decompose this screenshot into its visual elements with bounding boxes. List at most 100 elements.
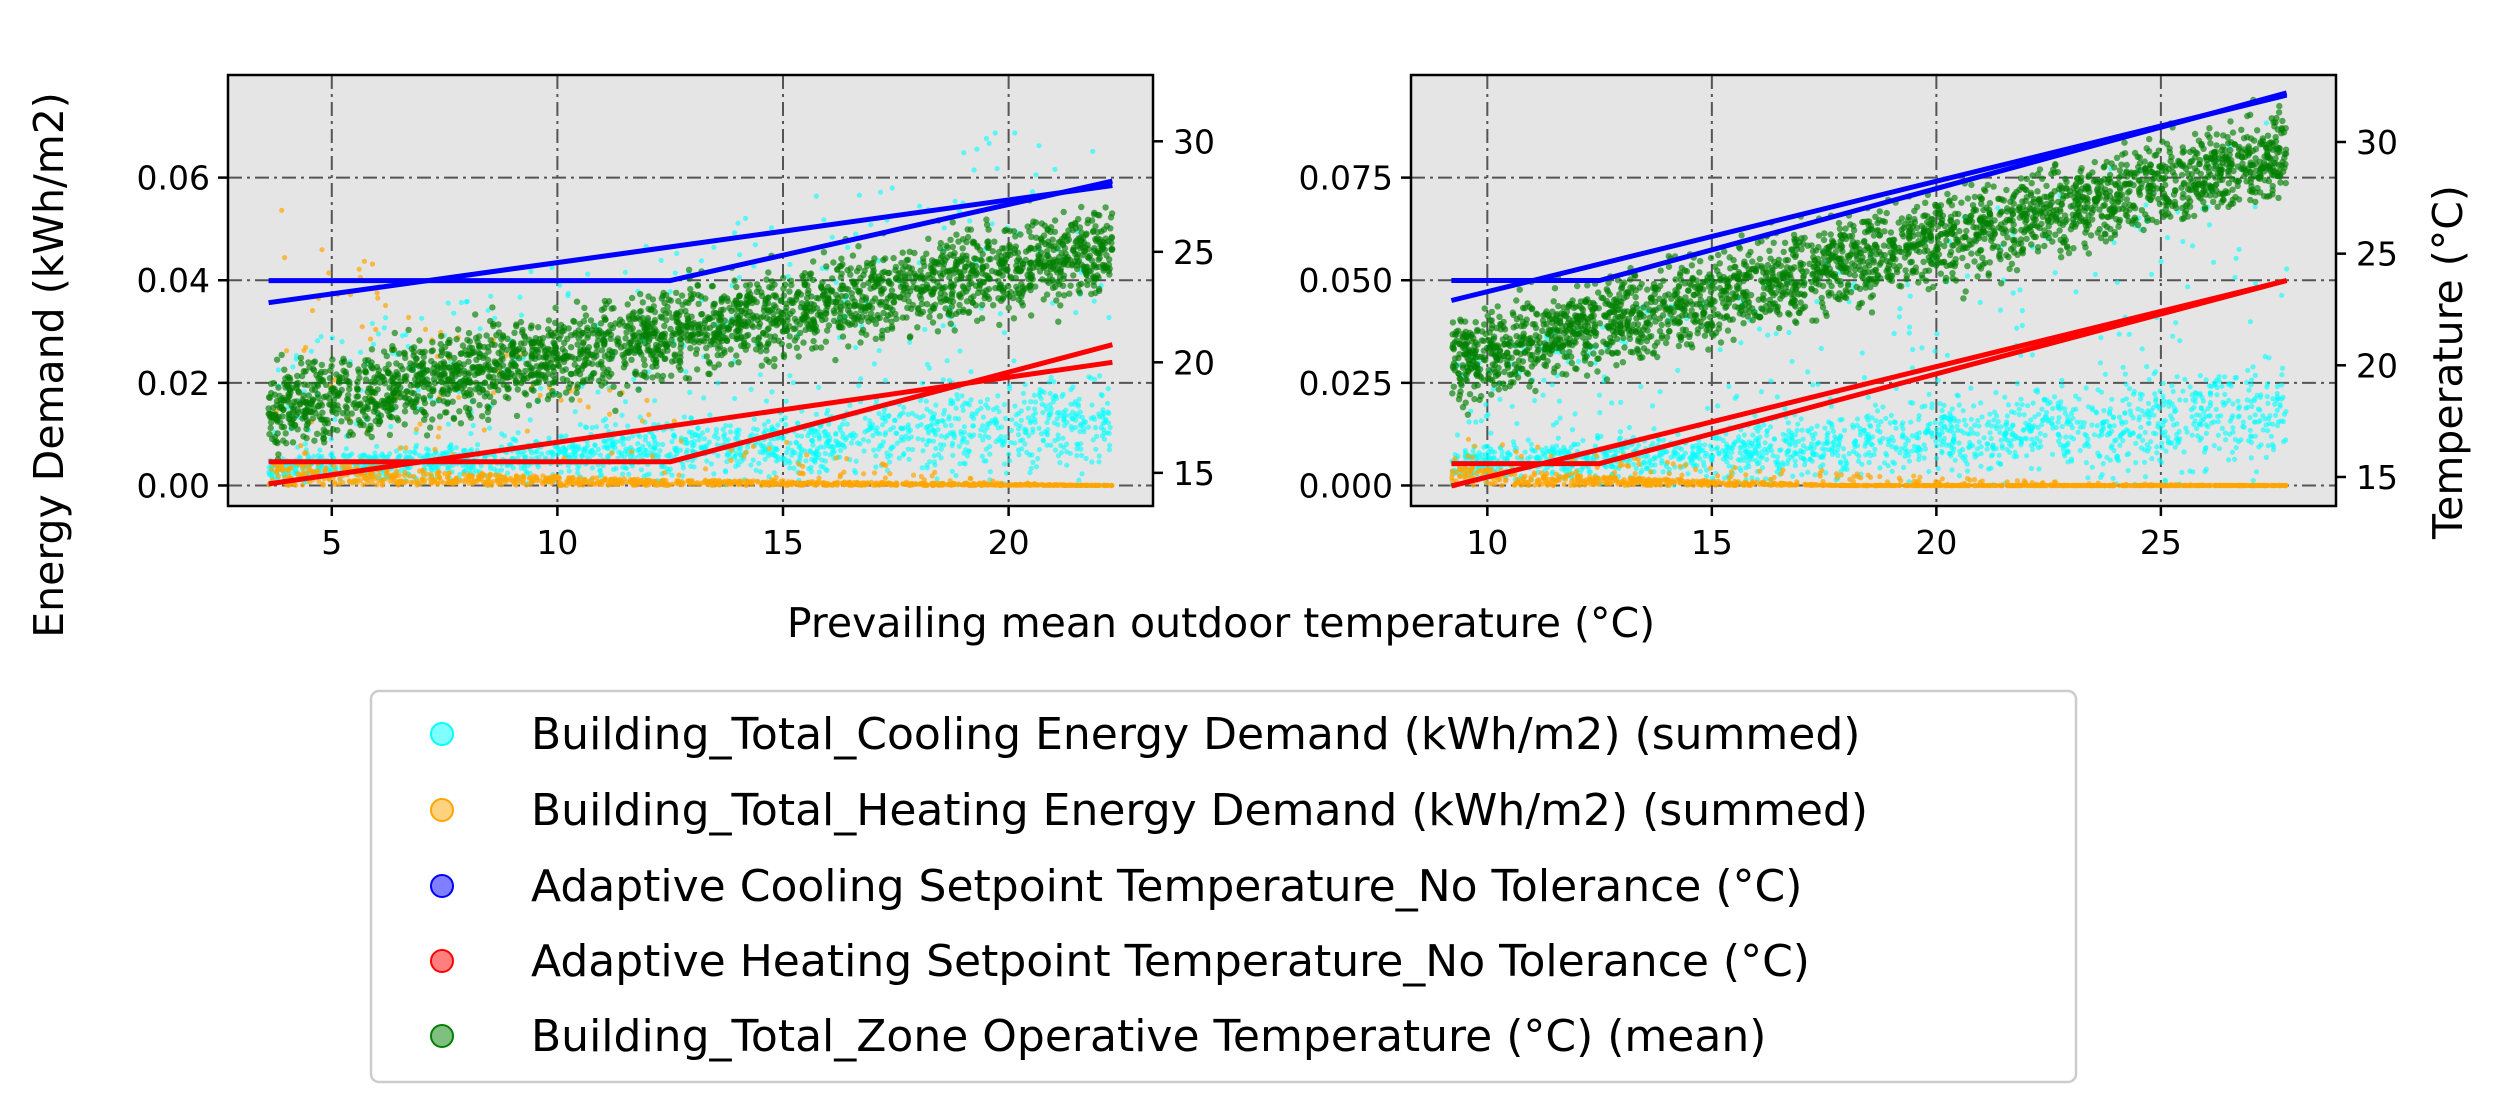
left-cooling-demand-point [1099,393,1105,399]
left-cooling-demand-point [695,425,701,431]
left-cooling-demand-point [1019,437,1026,443]
left-cooling-demand-point [429,466,435,472]
left-cooling-demand-point [1002,461,1008,467]
left-operative-temp-point [837,274,845,281]
left-cooling-demand-point [457,471,463,478]
left-cooling-demand-point [920,437,926,443]
left-operative-temp-point [473,356,480,363]
left-cooling-demand-point [642,433,649,440]
left-heating-demand-point [402,470,408,476]
left-cooling-demand-point [1096,459,1102,465]
left-cooling-demand-point [704,458,710,464]
left-cooling-demand-point [977,399,984,405]
left-operative-temp-point [959,245,966,252]
left-cooling-demand-point [691,442,697,448]
left-cooling-demand-point [744,444,751,450]
left-cooling-demand-point [1036,143,1042,149]
left-operative-temp-point [1019,283,1027,291]
left-operative-temp-point [435,397,443,404]
left-cooling-demand-point [317,447,323,453]
left-cooling-demand-point [674,250,680,257]
left-operative-temp-point [1043,291,1051,298]
left-cooling-demand-point [1055,432,1061,438]
left-cooling-demand-point [906,436,912,442]
left-cooling-demand-point [1003,470,1010,476]
left-operative-temp-point [838,282,845,289]
left-operative-temp-point [455,326,462,333]
left-cooling-demand-point [1104,400,1111,406]
left-cooling-demand-point [491,466,497,472]
left-heating-demand-point [406,314,412,320]
left-operative-temp-point [399,366,406,373]
left-operative-temp-point [791,315,799,323]
left-cooling-demand-point [1006,451,1012,457]
left-cooling-demand-point [735,220,741,226]
left-cooling-demand-point [1090,414,1097,420]
left-cooling-demand-point [765,418,771,424]
left-operative-temp-point [979,301,986,308]
left-heating-demand-point [442,470,448,477]
left-operative-temp-point [301,381,308,388]
left-heating-demand-point [631,477,637,483]
left-cooling-demand-point [935,427,941,433]
left-cooling-demand-point [707,412,713,418]
left-heating-demand-point [609,450,615,456]
left-cooling-demand-point [927,409,934,415]
left-operative-temp-point [525,402,533,409]
left-heating-demand-point [326,270,332,276]
left-cooling-demand-point [882,377,889,383]
left-cooling-demand-point [565,463,571,469]
left-operative-temp-point [937,298,945,305]
left-heating-demand-point [644,397,650,403]
left-heating-demand-point [727,478,733,485]
left-cooling-demand-point [652,446,658,452]
left-cooling-demand-point [1030,429,1036,435]
left-operative-temp-point [344,396,351,403]
left-cooling-demand-point [619,412,625,418]
left-operative-temp-point [503,346,511,354]
left-cooling-demand-point [398,467,404,473]
left-cooling-demand-point [905,411,911,418]
left-operative-temp-point [659,372,667,380]
left-cooling-demand-point [960,407,966,413]
left-cooling-demand-point [735,431,741,437]
left-operative-temp-point [334,402,341,409]
left-heating-demand-point [799,470,805,476]
left-heating-demand-point [369,261,376,267]
left-cooling-demand-point [1055,422,1061,428]
left-cooling-demand-point [328,436,334,442]
left-cooling-demand-point [1058,450,1064,456]
left-heating-demand-point [320,482,326,488]
left-operative-temp-point [673,289,680,296]
left-cooling-demand-point [565,290,571,296]
left-cooling-demand-point [613,439,619,445]
left-cooling-demand-point [1103,416,1109,422]
left-operative-temp-point [851,301,858,309]
left-cooling-demand-point [576,446,582,452]
left-operative-temp-point [936,270,944,277]
left-operative-temp-point [527,324,535,332]
left-operative-temp-point [772,292,779,299]
left-cooling-demand-point [704,427,711,433]
left-heating-demand-point [498,482,505,488]
left-cooling-demand-point [626,471,632,477]
left-cooling-demand-point [871,447,877,453]
left-operative-temp-point [612,407,619,414]
left-operative-temp-point [832,299,839,306]
left-heating-demand-point [908,481,914,488]
left-cooling-demand-point [637,446,643,452]
left-cooling-demand-point [896,455,902,461]
left-cooling-demand-point [585,271,591,277]
left-heating-demand-point [269,467,275,473]
left-cooling-demand-point [983,446,990,452]
left-operative-temp-point [416,337,423,344]
left-cooling-demand-point [961,429,968,435]
left-cooling-demand-point [992,416,998,422]
left-cooling-demand-point [388,423,394,430]
left-cooling-demand-point [842,444,848,450]
left-heating-demand-point [766,446,772,452]
left-cooling-demand-point [961,435,967,441]
left-heating-demand-point [750,443,756,449]
left-operative-temp-point [974,289,982,297]
